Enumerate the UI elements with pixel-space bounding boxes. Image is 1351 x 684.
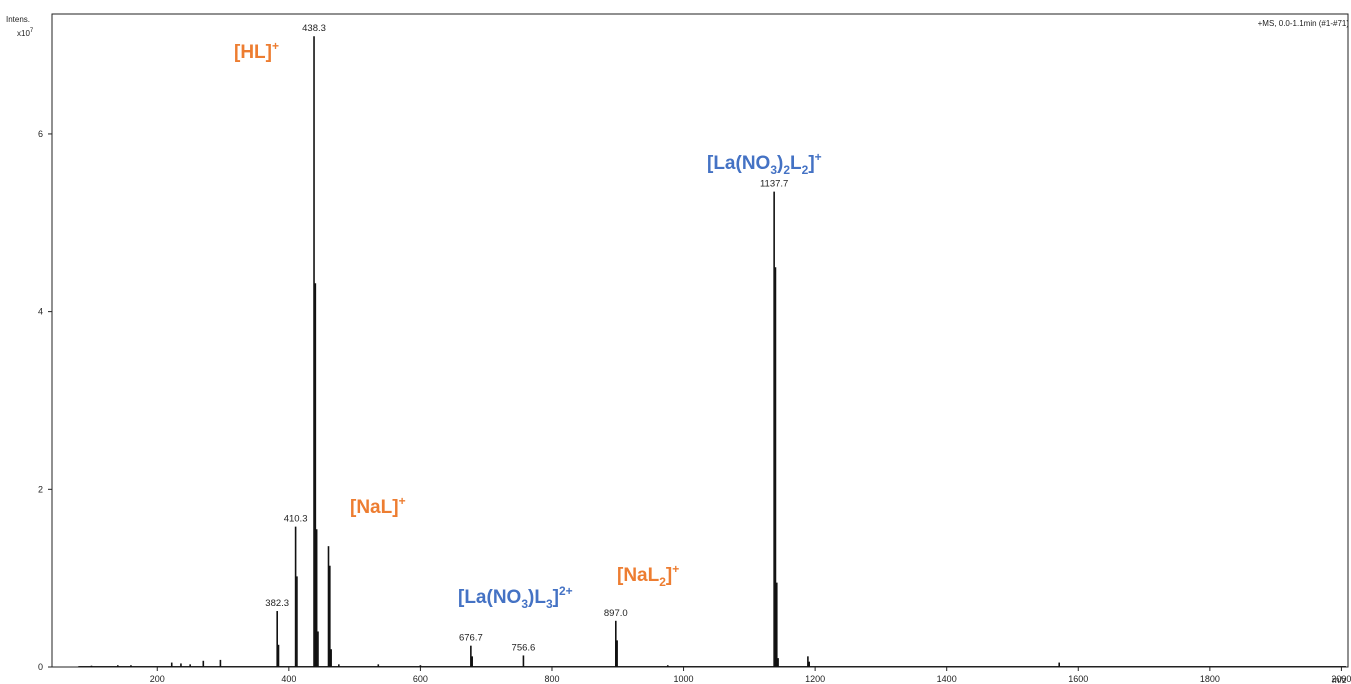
annotation-nal2-sup: + [672, 562, 679, 576]
x-tick-label: 200 [150, 674, 165, 684]
peak-label: 676.7 [459, 633, 483, 644]
y-axis-multiplier-base: x10 [17, 29, 30, 38]
peak-label: 382.3 [265, 598, 289, 609]
peaks-layer [78, 36, 1346, 667]
annotation-hl-sup: + [272, 39, 279, 53]
annotation-la-no3-l3-text: [La(NO [458, 587, 521, 608]
annotation-la-no3-2-l2-sup: + [815, 150, 822, 164]
x-tick-label: 1000 [674, 674, 694, 684]
peak-label: 1137.7 [760, 179, 788, 190]
x-tick-label: 1200 [805, 674, 825, 684]
y-tick-label: 2 [38, 484, 43, 494]
y-tick-label: 6 [38, 129, 43, 139]
annotation-la-no3-2-l2-text: [La(NO [707, 153, 770, 174]
annotation-la-no3-2-l2-mid2: L [790, 153, 802, 174]
x-tick-label: 600 [413, 674, 428, 684]
annotation-la-no3-l3-close: ] [553, 587, 559, 608]
peak-label: 438.3 [302, 23, 326, 34]
plot-frame [51, 13, 1349, 668]
annotation-la-no3-l3-mid: )L [528, 587, 546, 608]
peak-label: 410.3 [284, 514, 308, 525]
annotation-la-no3-2-l2-close: ] [808, 153, 814, 174]
y-axis-multiplier-exponent: 7 [30, 28, 34, 34]
y-axis-label: Intens. [6, 15, 30, 24]
x-tick-label: 400 [281, 674, 296, 684]
x-tick-label: 1600 [1068, 674, 1088, 684]
x-tick-label: 1800 [1200, 674, 1220, 684]
annotation-la-no3-l3: [La(NO3)L3]2+ [458, 584, 573, 611]
peak-labels-layer: 438.3 410.3 382.3 676.7 756.6 897.0 1137.7 [265, 23, 788, 653]
annotation-nal: [NaL]+ [350, 494, 406, 518]
y-tick-label: 0 [38, 662, 43, 672]
scan-info-label: +MS, 0.0-1.1min (#1-#71) [1258, 19, 1350, 28]
annotation-nal2-text: [NaL [617, 565, 660, 586]
annotation-nal2: [NaL2]+ [617, 562, 679, 589]
axes-layer: 200 400 600 800 1000 1200 1400 1600 1800 2000 0 2 4 6 [38, 129, 1351, 684]
annotation-la-no3-2-l2-sub: 3 [770, 163, 777, 177]
annotation-nal2-close: ] [666, 565, 672, 586]
annotation-la-no3-l3-sub: 3 [521, 597, 528, 611]
annotation-nal2-sub: 2 [659, 575, 666, 589]
peak-label: 897.0 [604, 608, 628, 619]
peak-label: 756.6 [512, 642, 536, 653]
annotation-la-no3-l3-sup: 2+ [559, 584, 573, 598]
x-axis-unit: m/z [1332, 675, 1347, 684]
annotation-la-no3-2-l2-sub3: 2 [802, 163, 809, 177]
y-tick-label: 4 [38, 307, 43, 317]
annotation-la-no3-l3-sub2: 3 [546, 597, 553, 611]
x-tick-label: 800 [544, 674, 559, 684]
annotation-la-no3-2-l2: [La(NO3)2L2]+ [707, 150, 822, 177]
annotation-hl-text: [HL] [234, 42, 272, 63]
x-tick-label: 2000 [1331, 674, 1351, 684]
annotation-nal-text: [NaL] [350, 497, 399, 518]
annotation-nal-sup: + [399, 494, 406, 508]
x-tick-label: 1400 [937, 674, 957, 684]
annotation-hl: [HL]+ [234, 39, 279, 63]
annotation-la-no3-2-l2-mid: ) [777, 153, 783, 174]
annotation-la-no3-2-l2-sub2: 2 [783, 163, 790, 177]
y-axis-multiplier: x107 [17, 28, 34, 38]
